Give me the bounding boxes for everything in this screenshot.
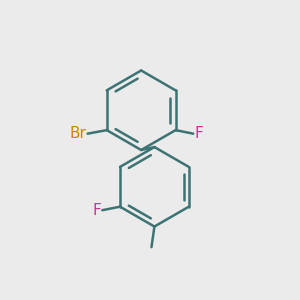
Text: Br: Br <box>69 126 86 141</box>
Text: F: F <box>92 203 101 218</box>
Text: F: F <box>195 126 203 141</box>
